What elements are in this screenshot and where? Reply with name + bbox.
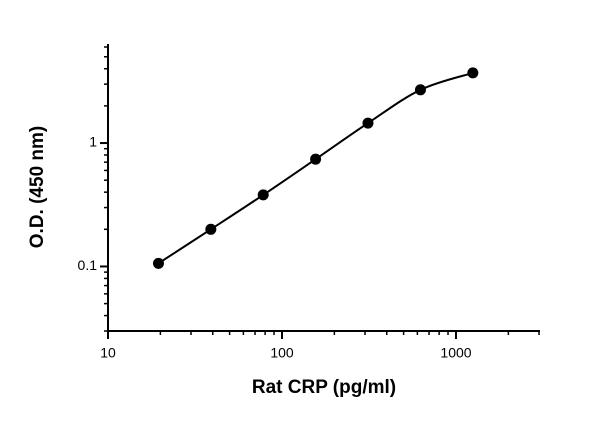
x-tick-label: 10 bbox=[100, 345, 116, 361]
data-point bbox=[205, 223, 217, 235]
data-point bbox=[362, 117, 374, 129]
data-point bbox=[310, 153, 322, 165]
fit-curve bbox=[157, 71, 474, 265]
y-axis-title: O.D. (450 nm) bbox=[27, 126, 48, 248]
data-point bbox=[152, 257, 164, 269]
y-tick-label: 0.1 bbox=[78, 257, 98, 273]
data-point bbox=[414, 84, 426, 96]
y-tick-label: 1 bbox=[89, 134, 97, 150]
data-point bbox=[467, 67, 479, 79]
x-tick-label: 1000 bbox=[440, 345, 471, 361]
data-point bbox=[257, 189, 269, 201]
x-axis-title: Rat CRP (pg/ml) bbox=[252, 377, 396, 398]
x-tick-label: 100 bbox=[270, 345, 294, 361]
